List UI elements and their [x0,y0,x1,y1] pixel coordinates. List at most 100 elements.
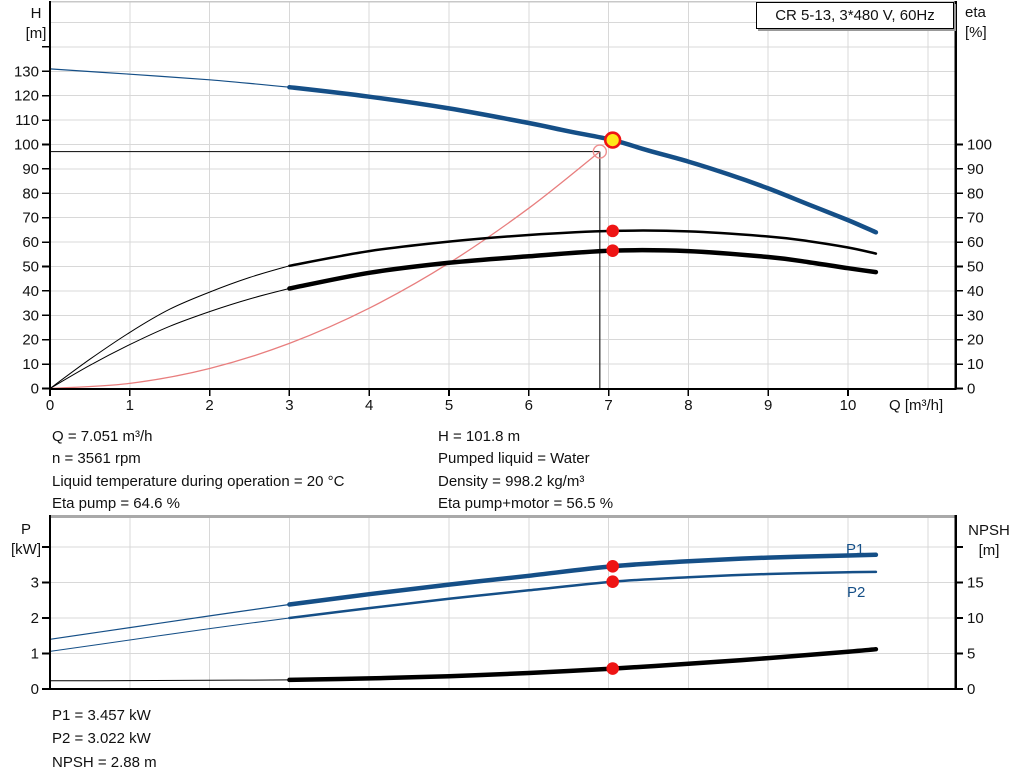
stat-p2: P2 = 3.022 kW [52,730,151,748]
power-axis-unit: [kW] [11,541,41,558]
tick-label: 40 [967,283,984,300]
head-axis-symbol: H [30,5,42,22]
tick-label: 0 [967,681,975,698]
stat-liquid-temp: Liquid temperature during operation = 20… [52,472,345,490]
duty-stats-right: H = 101.8 m Pumped liquid = Water Densit… [438,426,613,515]
tick-label: 110 [15,112,39,129]
power-stats: P1 = 3.457 kW P2 = 3.022 kW NPSH = 2.88 … [52,704,157,774]
qh-chart-markers [592,131,622,257]
stat-flow: Q = 7.051 m³/h [52,428,153,445]
tick-label: 60 [22,234,39,251]
duty-guide-lines [50,150,601,389]
eta-pump-curve-lead-in [49,265,290,389]
tick-label: 4 [365,397,373,414]
duty-red-dot [606,559,619,573]
tick-label: 50 [967,259,984,276]
stat-density: Density = 998.2 kg/m³ [438,472,585,490]
tick-label: 3 [285,397,293,414]
eta-pump-curve [288,229,878,268]
tick-label: 1 [31,646,39,663]
power-chart-axes [49,515,957,690]
tick-label: 10 [967,610,984,627]
power-chart-markers [606,559,619,675]
tick-label: 90 [967,161,984,178]
requested-duty-open-circle [592,144,608,159]
p2-curve-label: P2 [847,584,866,601]
stat-speed: n = 3561 rpm [52,450,141,468]
tick-label: 0 [31,681,39,698]
power-chart-ticks: 0 1 2 3 0 5 10 15 [31,546,984,698]
p1-curve-lead-in [49,603,290,640]
tick-label: 15 [967,575,984,592]
npsh-curve-lead-in [49,679,290,682]
tick-label: 8 [684,397,692,414]
tick-label: 10 [22,356,39,373]
flow-axis-label: Q [m³/h] [889,397,944,414]
stat-eta-pump: Eta pump = 64.6 % [52,494,180,512]
tick-label: 9 [764,397,772,414]
duty-red-dot [606,662,619,675]
pump-title-box: CR 5-13, 3*480 V, 60Hz [756,2,954,29]
tick-label: 100 [967,137,992,154]
tick-label: 0 [31,381,39,398]
eta-axis-label: eta [%] [965,3,1015,43]
npsh-axis-label: NPSH [m] [961,521,1017,561]
duty-red-dot [606,224,619,238]
tick-label: 100 [14,137,39,154]
tick-label: 90 [22,161,39,178]
tick-label: 6 [525,397,533,414]
duty-red-dot [606,244,619,257]
eta-axis-symbol: eta [965,4,986,21]
tick-label: 0 [46,397,54,414]
tick-label: 3 [31,575,39,592]
stat-p1: P1 = 3.457 kW [52,707,151,724]
qh-chart-ticks: 0 1 2 3 4 5 6 7 8 9 100102030405060708090100110120… [14,46,992,414]
tick-label: 80 [22,185,39,202]
duty-stats-left: Q = 7.051 m³/h n = 3561 rpm Liquid tempe… [52,426,344,515]
tick-label: 5 [967,646,975,663]
tick-label: 130 [14,63,39,80]
duty-red-dot [606,575,619,589]
tick-label: 20 [967,332,984,349]
head-curve [287,84,879,235]
head-axis-label: H [m] [15,4,57,44]
eta-pump-motor-curve-lead-in [49,288,290,389]
p1-curve-label: P1 [846,541,865,558]
power-chart-grid [50,518,955,688]
p1-curve [287,552,879,607]
tick-label: 2 [205,397,213,414]
tick-label: 7 [604,397,612,414]
tick-label: 30 [967,307,984,324]
eta-pump-motor-curve [287,247,879,291]
tick-label: 120 [14,88,39,105]
eta-axis-unit: [%] [965,24,987,41]
tick-label: 10 [840,397,857,414]
tick-label: 30 [22,307,39,324]
tick-label: 70 [967,210,984,227]
tick-label: 80 [967,185,984,202]
head-axis-unit: [m] [25,25,47,42]
tick-label: 1 [126,397,134,414]
npsh-axis-symbol: NPSH [968,522,1010,539]
tick-label: 60 [967,234,984,251]
system-curve-curve [49,151,601,390]
tick-label: 50 [22,259,39,276]
power-axis-label: P [kW] [4,520,48,560]
qh-chart-curves [49,68,879,390]
head-curve-lead-in [49,68,290,88]
qh-chart-grid [49,0,957,389]
stat-pumped-liquid: Pumped liquid = Water [438,450,590,468]
tick-label: 40 [22,283,39,300]
tick-label: 10 [967,356,984,373]
p2-curve-lead-in [49,617,290,652]
pump-title: CR 5-13, 3*480 V, 60Hz [775,7,935,24]
tick-label: 70 [22,210,39,227]
power-axis-symbol: P [20,521,31,538]
qh-chart-axes [49,1,957,390]
tick-label: 0 [967,381,975,398]
tick-label: 20 [22,332,39,349]
duty-point-marker [603,131,622,149]
stat-head: H = 101.8 m [438,428,521,445]
npsh-axis-unit: [m] [978,542,1000,559]
